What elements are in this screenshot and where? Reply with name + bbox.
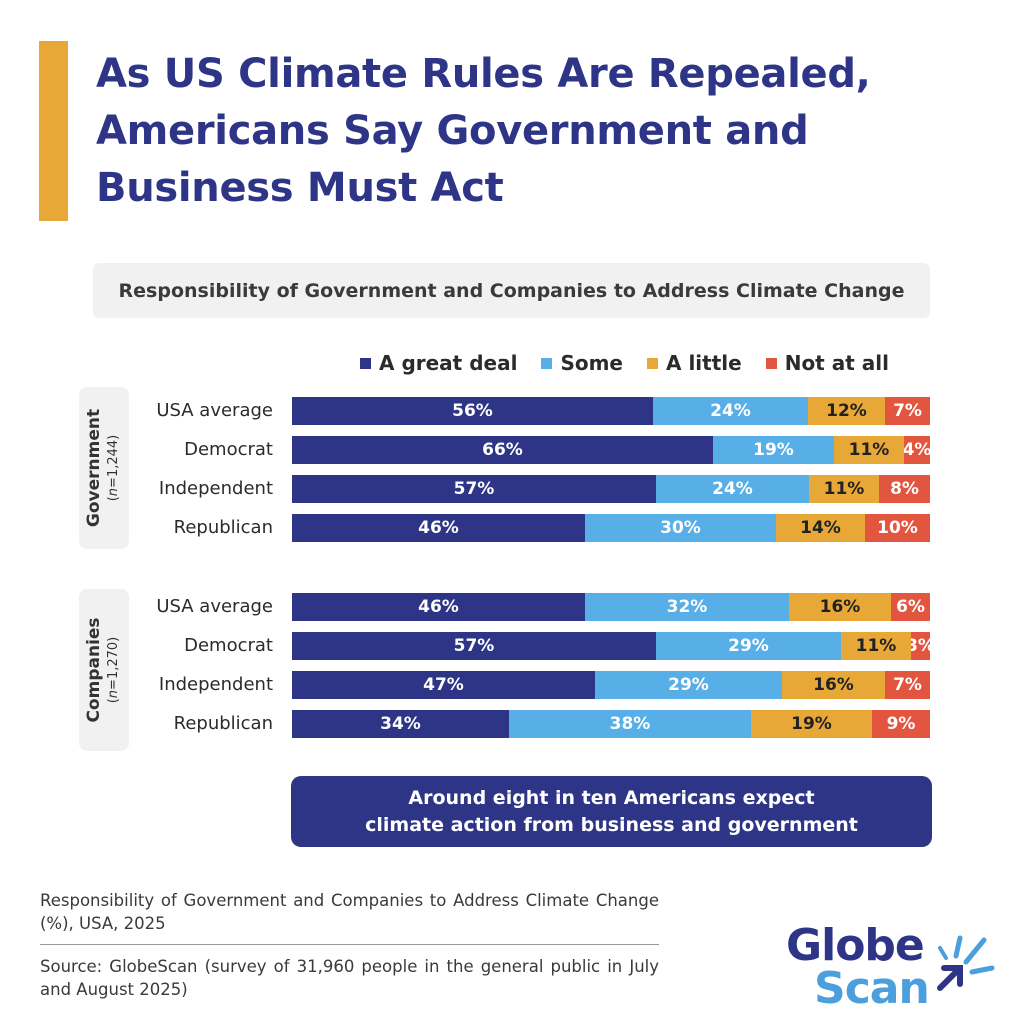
- row-label-companies-republican: Republican: [173, 713, 273, 734]
- bar-row-companies-democrat: 57%29%11%3%: [292, 632, 930, 660]
- legend-label-some: Some: [560, 351, 623, 375]
- callout-line-2: climate action from business and governm…: [365, 813, 858, 836]
- chart-caption: Responsibility of Government and Compani…: [40, 891, 659, 933]
- legend-swatch-some: [541, 357, 553, 369]
- bar-segment-not-at-all: 7%: [885, 397, 930, 425]
- bar-segment-great-deal: 46%: [292, 593, 585, 621]
- legend-label-a-little: A little: [666, 351, 742, 375]
- bar-segment-some: 24%: [656, 475, 809, 503]
- chart-legend: A great deal Some A little Not at all: [360, 348, 889, 378]
- bar-segment-not-at-all: 10%: [865, 514, 930, 542]
- bar-segment-a-little: 19%: [751, 710, 872, 738]
- page-title: As US Climate Rules Are Repealed, Americ…: [96, 51, 871, 211]
- bar-segment-a-little: 14%: [776, 514, 865, 542]
- globescan-burst-icon: [937, 935, 995, 991]
- row-label-government-independent: Independent: [158, 478, 273, 499]
- legend-swatch-not-at-all: [765, 357, 777, 369]
- row-label-companies-independent: Independent: [158, 674, 273, 695]
- bar-segment-some: 32%: [585, 593, 789, 621]
- bar-segment-some: 29%: [656, 632, 841, 660]
- logo-text-scan: Scan: [814, 963, 930, 1014]
- bar-segment-a-little: 11%: [809, 475, 879, 503]
- chart-title: Responsibility of Government and Compani…: [118, 279, 905, 302]
- chart-title-box: Responsibility of Government and Compani…: [93, 263, 930, 318]
- group-tab-companies: Companies (n=1,270): [79, 589, 129, 751]
- group-name-government: Government: [84, 408, 104, 528]
- bar-row-government-republican: 46% 30% 14% 10%: [292, 514, 930, 542]
- bar-segment-great-deal: 66%: [292, 436, 713, 464]
- bar-segment-some: 29%: [595, 671, 782, 699]
- legend-item-not-at-all: Not at all: [765, 351, 889, 375]
- bar-segment-some: 38%: [509, 710, 751, 738]
- row-label-government-republican: Republican: [173, 517, 273, 538]
- bar-row-government-independent: 57% 24% 11% 8%: [292, 475, 930, 503]
- legend-item-some: Some: [541, 351, 623, 375]
- source-note: Source: GlobeScan (survey of 31,960 peop…: [40, 957, 659, 999]
- bar-segment-not-at-all: 8%: [879, 475, 930, 503]
- group-sample-size-government: (n=1,244): [106, 434, 121, 502]
- bar-segment-great-deal: 34%: [292, 710, 509, 738]
- bar-segment-some: 19%: [713, 436, 834, 464]
- bar-row-companies-independent: 47% 29% 16% 7%: [292, 671, 930, 699]
- bar-segment-great-deal: 47%: [292, 671, 595, 699]
- group-tab-text: Companies (n=1,270): [84, 590, 124, 750]
- legend-item-a-little: A little: [647, 351, 742, 375]
- bar-row-government-usa-average: 56% 24% 12% 7%: [292, 397, 930, 425]
- bar-row-companies-republican: 34% 38% 19% 9%: [292, 710, 930, 738]
- legend-swatch-great-deal: [360, 357, 371, 369]
- bar-segment-not-at-all: 7%: [885, 671, 930, 699]
- legend-label-great-deal: A great deal: [379, 351, 518, 375]
- legend-label-not-at-all: Not at all: [784, 351, 889, 375]
- bar-segment-not-at-all: 4%: [904, 436, 930, 464]
- bar-segment-not-at-all: 3%: [911, 632, 930, 660]
- bar-segment-a-little: 11%: [834, 436, 904, 464]
- row-label-government-usa-average: USA average: [156, 400, 273, 421]
- title-accent-bar: [39, 41, 68, 221]
- footer-divider: [40, 944, 659, 945]
- bar-segment-a-little: 16%: [782, 671, 885, 699]
- row-label-companies-usa-average: USA average: [156, 596, 273, 617]
- callout-line-1: Around eight in ten Americans expect: [408, 786, 815, 809]
- bar-segment-great-deal: 57%: [292, 632, 656, 660]
- legend-item-great-deal: A great deal: [360, 351, 517, 375]
- group-tab-government: Government (n=1,244): [79, 387, 129, 549]
- group-sample-size-companies: (n=1,270): [106, 636, 121, 704]
- bar-segment-not-at-all: 9%: [872, 710, 930, 738]
- bar-row-companies-usa-average: 46% 32% 16% 6%: [292, 593, 930, 621]
- bar-row-government-democrat: 66% 19% 11% 4%: [292, 436, 930, 464]
- row-label-companies-democrat: Democrat: [184, 635, 273, 656]
- callout-banner: Around eight in ten Americans expect cli…: [291, 776, 932, 847]
- bar-segment-a-little: 16%: [789, 593, 891, 621]
- bar-segment-some: 24%: [653, 397, 808, 425]
- logo-text-globe: Globe: [786, 920, 925, 971]
- bar-segment-a-little: 12%: [808, 397, 885, 425]
- group-name-companies: Companies: [84, 617, 104, 723]
- bar-segment-a-little: 11%: [841, 632, 911, 660]
- bar-segment-great-deal: 56%: [292, 397, 653, 425]
- bar-segment-great-deal: 57%: [292, 475, 656, 503]
- row-label-government-democrat: Democrat: [184, 439, 273, 460]
- bar-segment-great-deal: 46%: [292, 514, 585, 542]
- bar-segment-not-at-all: 6%: [891, 593, 930, 621]
- group-tab-text: Government (n=1,244): [84, 388, 124, 548]
- globescan-logo: Globe Scan: [786, 920, 930, 1014]
- legend-swatch-a-little: [647, 357, 658, 369]
- bar-segment-some: 30%: [585, 514, 776, 542]
